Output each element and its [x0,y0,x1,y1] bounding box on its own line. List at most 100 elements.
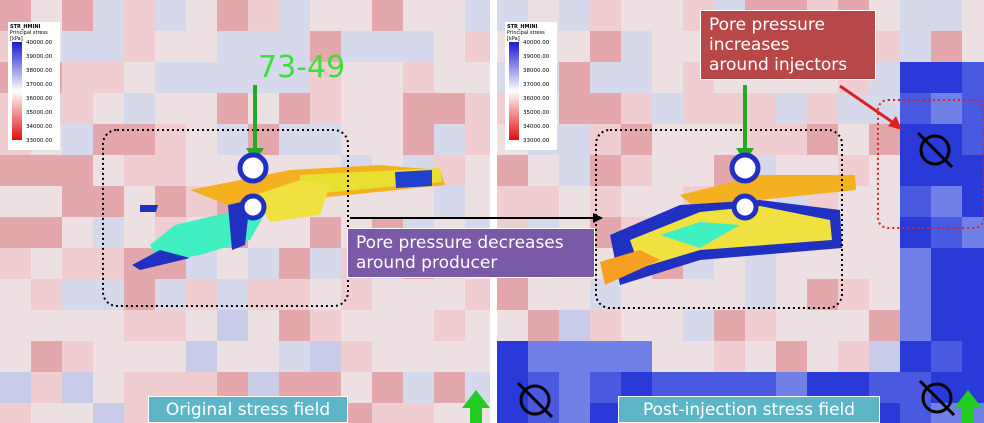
cell [403,0,434,31]
cell [931,186,962,217]
divider [490,0,497,423]
cell [341,62,372,93]
cell [186,0,217,31]
cell [900,186,931,217]
cell [403,93,434,124]
cell [900,217,931,248]
note-line: around producer [356,253,586,273]
cell [93,31,124,62]
legend-tick: 37000.00 [523,82,549,88]
cell [621,186,652,217]
cell [124,310,155,341]
cell [434,0,465,31]
cell [62,62,93,93]
cell [279,124,310,155]
cell [807,341,838,372]
cell [155,341,186,372]
cell [279,93,310,124]
cell [528,310,559,341]
cell [341,341,372,372]
cell [372,279,403,310]
cell [217,341,248,372]
cell [155,155,186,186]
figure: STR_HMINIPrincipal stress [kPa]40000.003… [0,0,984,423]
cell [403,62,434,93]
legend-tick: 37000.00 [26,82,52,88]
cell [93,217,124,248]
cell [310,0,341,31]
cell [31,217,62,248]
cell [403,310,434,341]
cell [714,93,745,124]
cell [31,403,62,423]
cell [621,310,652,341]
cell [590,372,621,403]
cell [652,93,683,124]
cell [807,124,838,155]
cell [931,62,962,93]
cell [621,124,652,155]
cell [807,93,838,124]
cell [186,341,217,372]
cell [155,310,186,341]
cell [124,93,155,124]
cell [621,341,652,372]
cell [745,93,776,124]
cell [559,372,590,403]
cell [931,341,962,372]
cell [621,279,652,310]
cell [248,93,279,124]
legend-tick: 40000.00 [523,40,549,46]
cell [0,341,31,372]
cell [31,155,62,186]
cell [62,248,93,279]
cell [124,341,155,372]
legend-tick: 38000.00 [26,68,52,74]
cell [683,93,714,124]
cell [310,310,341,341]
cell [776,341,807,372]
cell [155,186,186,217]
cell [869,124,900,155]
cell [155,62,186,93]
cell [0,372,31,403]
cell [528,186,559,217]
cell [279,248,310,279]
legend-tick: 35000.00 [523,110,549,116]
cell [93,248,124,279]
cell [248,310,279,341]
cell [497,310,528,341]
cell [590,310,621,341]
legend-tick: 33000.00 [523,138,549,144]
cell [497,279,528,310]
cell [310,124,341,155]
cell [559,31,590,62]
cell [372,124,403,155]
cell [559,124,590,155]
cell [434,31,465,62]
cell [124,31,155,62]
cell [62,124,93,155]
cell [31,186,62,217]
cell [0,248,31,279]
cell [62,403,93,423]
cell [434,124,465,155]
cell [155,0,186,31]
legend-tick: 35000.00 [26,110,52,116]
cell [745,341,776,372]
cell [31,310,62,341]
cell [962,0,984,31]
cell [590,155,621,186]
cell [962,279,984,310]
well-label: 73-49 [258,50,345,85]
legend-tick: 33000.00 [26,138,52,144]
cell [714,341,745,372]
cell [465,310,490,341]
cell [745,310,776,341]
legend-tick: 36000.00 [26,96,52,102]
cell [838,341,869,372]
cell [62,372,93,403]
legend-tick: 40000.00 [26,40,52,46]
cell [93,372,124,403]
